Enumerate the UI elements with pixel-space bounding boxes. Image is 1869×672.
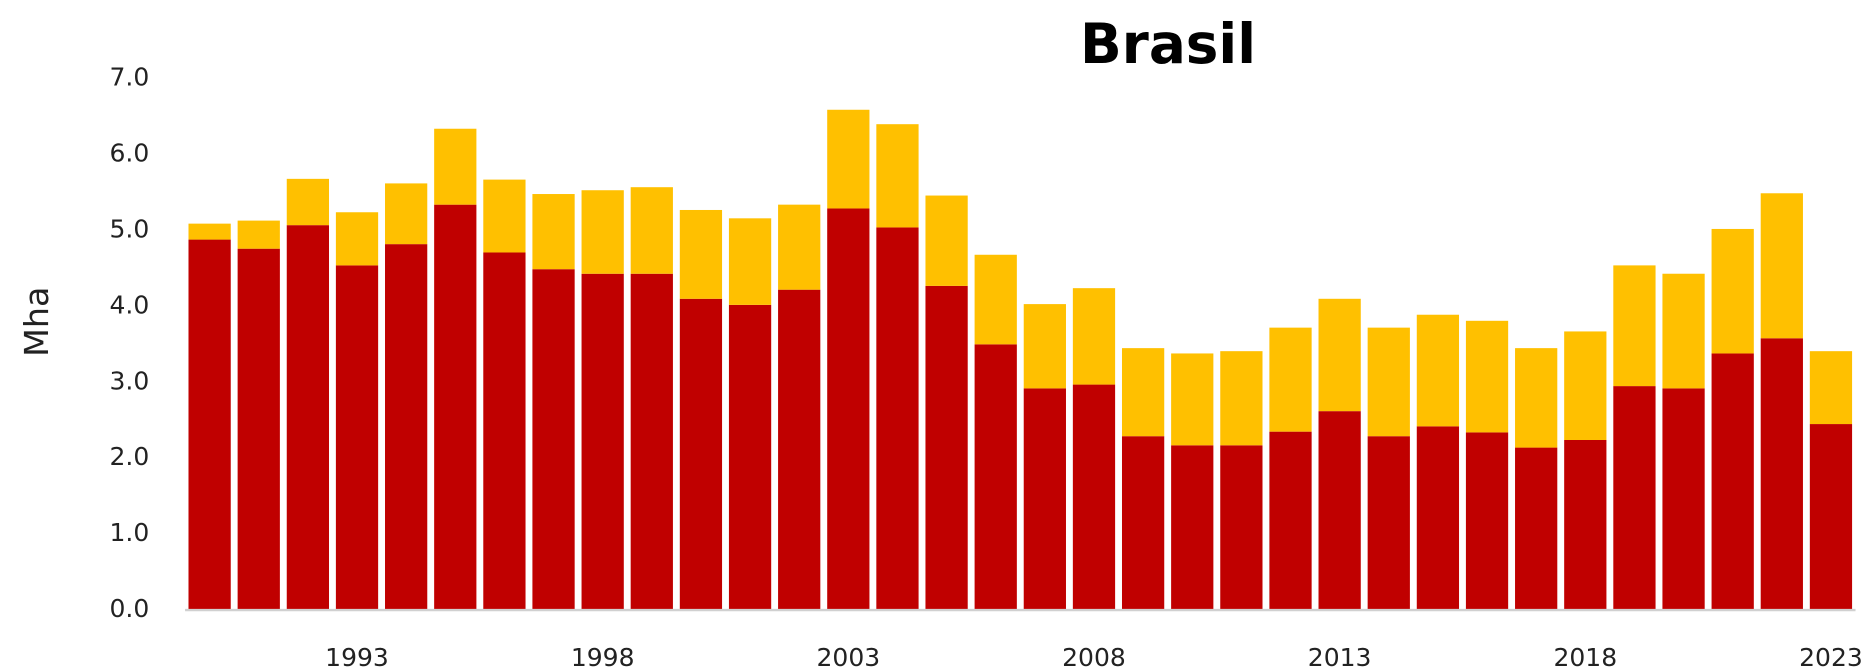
bar-segment [1072,384,1116,611]
bar-segment [778,289,821,611]
bar-segment [1318,298,1361,412]
bar-segment [1023,304,1066,389]
bar-segment [1662,273,1705,389]
bar-segment [1760,338,1803,611]
bar-segment [778,204,821,290]
bar-segment [1711,228,1754,354]
bar-segment [1269,327,1312,432]
chart-title: Brasil [1080,12,1256,76]
bar-segment [434,204,477,611]
x-tick-label: 2003 [816,643,880,672]
bar-segment [286,225,330,611]
bar-segment [237,248,280,611]
bar-segment [1072,288,1116,385]
bar-segment [1367,327,1410,437]
y-tick-label: 2.0 [110,442,150,471]
bar-segment [335,265,379,611]
bar-segment [1515,447,1558,611]
bar-segment [385,183,428,245]
bar-segment [1465,320,1509,433]
bar-segment [876,124,919,228]
bar-segment [1809,351,1853,425]
bar-segment [728,304,772,611]
bar-segment [532,269,575,611]
y-tick-label: 3.0 [110,366,150,395]
bar-segment [483,252,526,611]
bar-segment [630,187,673,274]
bar-segment [1613,386,1656,611]
bar-segment [974,254,1017,345]
bar-segment [1318,411,1361,611]
bar-segment [679,298,723,611]
bar-segment [1515,348,1558,448]
bar-segment [728,218,772,305]
bar-segment [532,194,575,270]
bar-segment [925,285,968,611]
bar-segment [1220,445,1263,611]
x-tick-label: 1998 [571,643,635,672]
bar-segment [1023,388,1066,611]
bar-segment [1269,431,1312,611]
bar-segment [581,273,624,611]
bar-segment [876,227,919,611]
y-axis-label: Mha [17,287,56,357]
bar-segment [385,244,428,611]
bar-segment [335,212,379,266]
y-tick-label: 1.0 [110,518,150,547]
bar-segment [1171,445,1214,611]
bar-segment [1760,193,1803,339]
bar-segment [679,209,723,299]
bar-segment [925,195,968,286]
bar-segment [1564,439,1607,611]
bar-segment [1662,388,1705,611]
bar-segment [1465,432,1509,611]
bar-segment [483,179,526,253]
x-tick-label: 2018 [1553,643,1617,672]
bar-segment [1711,353,1754,611]
bar-segment [1416,314,1460,427]
bar-segment [974,344,1017,611]
bar-segment [827,208,870,611]
bar-segment [581,190,624,274]
bar-segment [1416,426,1460,611]
bar-segment [630,273,673,611]
y-tick-label: 0.0 [110,594,150,623]
x-tick-label: 2023 [1799,643,1863,672]
bar-segment [1367,436,1410,611]
bar-segment [188,223,231,240]
bar-segment [1171,353,1214,446]
x-tick-label: 2008 [1062,643,1126,672]
bar-segment [1564,331,1607,440]
bar-segment [1220,351,1263,446]
y-tick-label: 6.0 [110,139,150,168]
y-tick-label: 7.0 [110,63,150,92]
y-tick-label: 4.0 [110,290,150,319]
bar-segment [827,109,870,209]
bar-segment [1121,348,1165,437]
y-tick-label: 5.0 [110,214,150,243]
x-tick-label: 1993 [325,643,389,672]
bar-segment [1613,265,1656,387]
bar-segment [237,220,280,249]
bar-segment [1121,436,1165,611]
x-tick-label: 2013 [1308,643,1372,672]
bar-segment [434,128,477,205]
bar-segment [286,178,330,226]
bar-segment [188,239,231,611]
bar-segment [1809,424,1853,611]
